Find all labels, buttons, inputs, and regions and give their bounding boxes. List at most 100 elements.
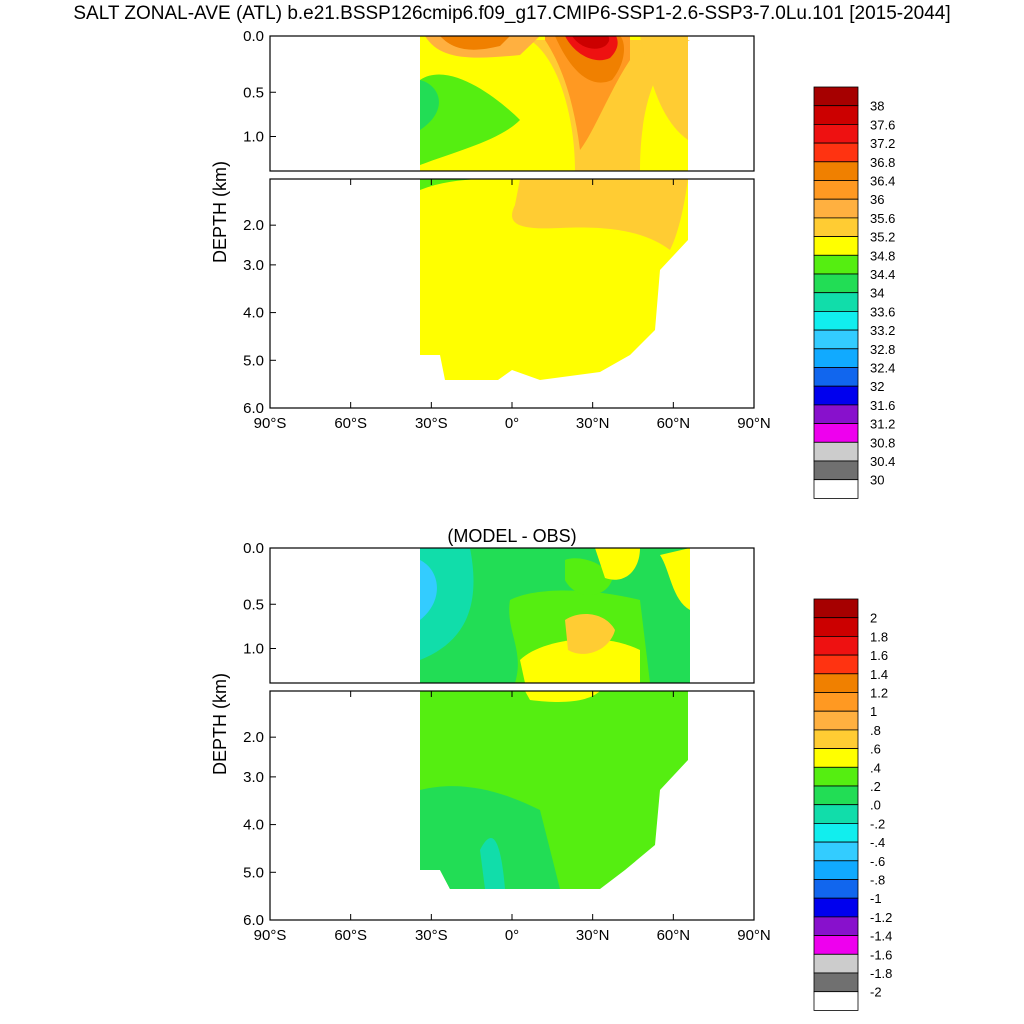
x-tick-label: 60°N [657,415,691,432]
colorbar-swatch [813,479,859,499]
colorbar-swatch [813,460,859,481]
x-tick-label: 90°S [254,927,287,944]
colorbar-swatch [813,729,859,750]
colorbar-salinity: 38 37.6 37.2 36.8 36.4 36 35.6 35.2 34.8 34.4 34 33… [813,86,895,499]
y-tick-label: 0.5 [243,84,264,101]
y-tick-label: 1.0 [243,641,264,658]
colorbar-label: 2 [870,611,877,626]
colorbar-label: 1.6 [870,648,888,663]
colorbar-swatch [813,897,859,918]
colorbar-swatch [813,254,859,275]
colorbar-label: -.6 [870,854,885,869]
y-tick-label: 2.0 [243,729,264,746]
panel2-title: (MODEL - OBS) [447,526,576,546]
colorbar-label: 34.4 [870,267,895,282]
colorbar-label: -1.8 [870,966,892,981]
colorbar-label: 34.8 [870,248,895,263]
x-tick-label: 60°S [334,415,367,432]
y-tick-label: 5.0 [243,864,264,881]
colorbar-label: .0 [870,798,881,813]
colorbar-label: -1 [870,891,882,906]
colorbar-swatch [813,86,859,107]
colorbar-swatch [813,423,859,443]
colorbar-swatch [813,804,859,824]
x-tick-label: 90°S [254,415,287,432]
colorbar-swatch [813,310,859,331]
colorbar-label: 37.2 [870,136,895,151]
colorbar-swatch [813,441,859,462]
y-tick-label: 4.0 [243,817,264,834]
colorbar-label: 35.2 [870,230,895,245]
colorbar-swatch [813,785,859,806]
colorbar-swatch [813,292,859,312]
colorbar-swatch [813,748,859,768]
colorbar-swatch [813,273,859,294]
y-tick-label: 0.5 [243,596,264,613]
colorbar-swatch [813,673,859,693]
colorbar-swatch [813,953,859,974]
colorbar-swatch [813,654,859,675]
colorbar-swatch [813,404,859,424]
panel2-upper-field [420,548,690,683]
colorbar-label: 30.4 [870,454,895,469]
colorbar-swatch [813,972,859,993]
colorbar-label: 1.4 [870,667,888,682]
colorbar-swatch [813,105,859,125]
colorbar-swatch [813,367,859,387]
y-tick-label: 3.0 [243,769,264,786]
colorbar-label: 31.2 [870,417,895,432]
colorbar-swatch [813,180,859,200]
panel2-field [420,548,690,889]
colorbar-swatch [813,198,859,219]
colorbar-label: -.8 [870,873,885,888]
y-tick-label: 1.0 [243,129,264,146]
colorbar-label: 30.8 [870,435,895,450]
colorbar-swatch [813,329,859,350]
x-tick-label: 30°N [576,927,610,944]
colorbar-label: .6 [870,742,881,757]
colorbar-label: 1.8 [870,629,888,644]
panel2-lower-field [420,691,688,889]
colorbar-swatch [813,617,859,637]
colorbar-swatch [813,879,859,899]
colorbar-swatch [813,991,859,1011]
panel1-upper-field [420,36,690,171]
colorbar-label: 32.4 [870,361,895,376]
x-tick-label: 90°N [737,927,771,944]
x-tick-label: 0° [505,927,519,944]
panel1-axes: 90°S 60°S 30°S 0° 30°N 60°N 90°N 0.0 0.5 1.0 2.0 3.… [210,28,771,432]
colorbar-label: -1.4 [870,929,892,944]
colorbar-swatch [813,385,859,406]
colorbar-swatch [813,598,859,619]
x-tick-label: 30°S [415,927,448,944]
colorbar-label: .2 [870,779,881,794]
colorbar-difference: 21.81.61.41.21.8.6.4.2.0-.2-.4-.6-.8-1-1… [813,598,892,1011]
y-tick-label: 0.0 [243,540,264,557]
y-tick-label: 5.0 [243,352,264,369]
colorbar-label: 31.6 [870,398,895,413]
colorbar-label: 1 [870,704,877,719]
colorbar-label: 36.8 [870,155,895,170]
colorbar-label: 30 [870,473,884,488]
colorbar-label: 33.2 [870,323,895,338]
colorbar-label: -1.2 [870,910,892,925]
colorbar-label: .4 [870,760,881,775]
colorbar-swatch [813,142,859,163]
colorbar-label: -2 [870,985,882,1000]
x-tick-label: 30°S [415,415,448,432]
colorbar-label: 32.8 [870,342,895,357]
colorbar-label: 32 [870,379,884,394]
y-axis-label: DEPTH (km) [210,673,230,775]
colorbar-swatch [813,766,859,787]
panel2-upper-frame [269,547,755,684]
colorbar-swatch [813,692,859,712]
panel2-axes: 90°S 60°S 30°S 0° 30°N 60°N 90°N 0.0 0.5 1.0 2.0 3.… [210,540,771,944]
colorbar-label: 37.6 [870,117,895,132]
colorbar-label: 33.6 [870,304,895,319]
y-axis-label: DEPTH (km) [210,161,230,263]
colorbar-label: 34 [870,286,884,301]
colorbar-swatch [813,124,859,144]
y-tick-label: 0.0 [243,28,264,45]
colorbar-swatch [813,916,859,937]
